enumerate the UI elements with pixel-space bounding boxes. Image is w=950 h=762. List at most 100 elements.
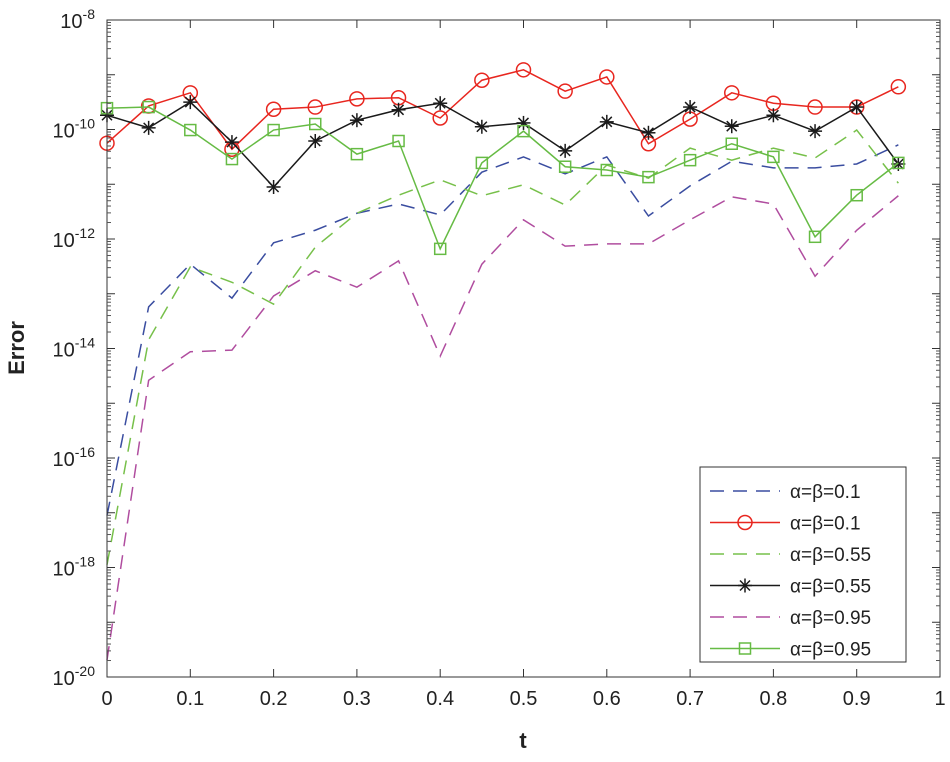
star-stroke: [601, 116, 613, 128]
circle-marker: [474, 72, 490, 88]
star-stroke: [309, 135, 321, 147]
x-tick-label: 0.4: [426, 688, 454, 710]
circle-marker: [599, 69, 615, 85]
star-stroke: [809, 125, 821, 137]
star-marker: [683, 100, 698, 115]
circle-marker: [807, 99, 823, 115]
star-stroke: [184, 96, 196, 108]
star-marker: [766, 108, 781, 123]
square-marker: [892, 156, 905, 170]
circle-marker: [432, 110, 448, 126]
star-marker: [391, 102, 406, 117]
plot-lines: [99, 62, 907, 661]
y-tick-label: 10-18: [53, 554, 96, 581]
x-tick-label: 1: [934, 688, 945, 710]
square-marker: [850, 188, 863, 202]
star-marker: [308, 133, 323, 148]
circle-marker: [557, 83, 573, 99]
star-marker: [724, 119, 739, 134]
legend-item: α=β=0.95: [710, 640, 871, 661]
series-line: [106, 144, 899, 516]
y-tick-label: 10-10: [53, 116, 96, 143]
series-2: [99, 62, 907, 157]
x-tick-label: 0.8: [759, 688, 787, 710]
x-tick-label: 0.9: [843, 688, 871, 710]
square-marker: [475, 156, 489, 170]
y-tick-base: 10: [53, 340, 75, 362]
x-tick-label: 0.5: [510, 688, 538, 710]
y-tick-base: 10: [53, 559, 75, 581]
x-tick-label: 0.6: [593, 688, 621, 710]
y-tick-exponent: -10: [75, 116, 95, 132]
square-marker: [309, 117, 322, 131]
y-tick-base: 10: [53, 668, 75, 690]
square-marker: [184, 123, 197, 137]
x-tick-labels: 0 0.1 0.2 0.3 0.4 0.5 0.6 0.7 0.8 0.9 1: [101, 688, 945, 710]
star-stroke: [642, 127, 654, 139]
square-marker: [433, 242, 447, 256]
square-marker: [392, 134, 405, 148]
square-marker: [767, 150, 780, 164]
series-line: [106, 195, 899, 661]
square-marker: [600, 163, 614, 177]
y-tick-label: 10-16: [53, 444, 96, 471]
star-marker: [266, 179, 281, 194]
star-stroke: [226, 136, 238, 148]
series-5: [106, 195, 899, 661]
x-tick-label: 0.3: [343, 688, 371, 710]
star-stroke: [767, 109, 779, 121]
square-marker: [642, 170, 655, 184]
series-4: [100, 95, 906, 194]
y-tick-exponent: -20: [75, 663, 95, 679]
legend-label: α=β=0.55: [790, 577, 871, 598]
y-tick-base: 10: [60, 11, 82, 33]
legend-item: α=β=0.55: [710, 545, 871, 566]
star-stroke: [434, 97, 446, 109]
y-tick-label: 10-12: [53, 225, 96, 252]
square-marker: [267, 123, 280, 137]
star-stroke: [559, 145, 571, 157]
y-tick-exponent: -12: [75, 225, 95, 241]
x-axis-label: t: [519, 728, 527, 753]
y-tick-base: 10: [53, 449, 75, 471]
square-marker: [725, 137, 738, 150]
star-marker: [558, 143, 573, 158]
series-1: [106, 144, 899, 516]
star-marker: [474, 119, 489, 134]
legend-item: α=β=0.95: [710, 608, 871, 629]
star-stroke: [476, 121, 488, 133]
y-tick-exponent: -16: [75, 444, 95, 460]
circle-marker: [307, 99, 323, 115]
star-marker: [433, 96, 448, 111]
series-line: [106, 69, 899, 151]
y-tick-label: 10-8: [60, 6, 95, 33]
x-tick-label: 0.1: [176, 688, 204, 710]
square-marker: [517, 124, 530, 138]
star-marker: [849, 100, 864, 115]
circle-marker: [265, 101, 282, 117]
y-tick-base: 10: [53, 230, 75, 252]
star-stroke: [268, 181, 280, 193]
star-marker: [183, 95, 198, 110]
axis-ticks: [106, 19, 941, 678]
square-marker: [142, 100, 155, 114]
legend-item: α=β=0.1: [710, 482, 861, 503]
legend-item: α=β=0.55: [710, 577, 871, 598]
star-marker: [141, 120, 156, 135]
square-marker: [808, 230, 822, 244]
series-6: [100, 100, 905, 256]
y-tick-label: 10-20: [53, 663, 96, 690]
y-tick-exponent: -18: [75, 554, 95, 570]
legend-label: α=β=0.95: [790, 640, 871, 661]
legend-label: α=β=0.95: [790, 608, 871, 629]
star-marker: [599, 114, 614, 129]
y-tick-exponent: -14: [75, 335, 95, 351]
star-marker: [224, 135, 239, 150]
legend: α=β=0.1 α=β=0.1 α=β=0.55 α=β=0.55 α=β=0.95 α=…: [699, 466, 907, 663]
star-marker: [808, 124, 823, 139]
star-marker: [738, 578, 752, 593]
star-stroke: [351, 114, 363, 126]
circle-marker: [737, 514, 753, 531]
star-stroke: [892, 158, 904, 170]
